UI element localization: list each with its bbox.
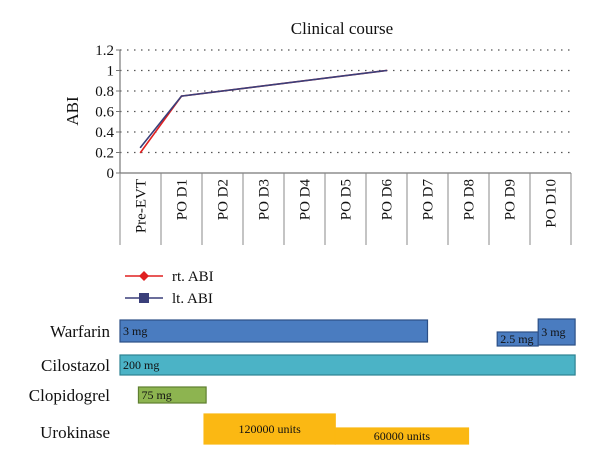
legend-marker-diamond (139, 271, 149, 281)
dose-label: 120000 units (238, 422, 301, 436)
data-point (385, 69, 388, 72)
x-tick-label: PO D10 (544, 179, 560, 228)
x-tick-label: PO D3 (257, 179, 273, 220)
series-line (139, 69, 387, 148)
chart-title: Clinical course (291, 19, 393, 38)
gridlines (120, 49, 571, 154)
y-tick-label: 0.6 (95, 105, 114, 121)
data-point (180, 95, 183, 97)
medication-timeline: Warfarin 3 mg 2.5 mg 3 mg Cilostazol 200 mg Cl… (29, 318, 576, 445)
series-group (139, 69, 388, 154)
y-tick-label: 0.8 (95, 84, 114, 100)
y-tick-label: 1 (107, 64, 115, 80)
medication-name: Warfarin (50, 322, 110, 341)
legend-label: lt. ABI (172, 291, 213, 307)
y-tick-label: 0 (107, 166, 115, 182)
x-tick-labels: Pre-EVT PO D1 PO D2 PO D3 PO D4 PO D5 PO D6 PO … (134, 179, 560, 234)
dose-label: 3 mg (123, 324, 147, 338)
x-tick-label: PO D7 (421, 179, 437, 221)
medication-bar (137, 386, 207, 404)
x-tick-label: Pre-EVT (134, 179, 150, 233)
medication-bar (334, 427, 470, 445)
dose-label: 2.5 mg (500, 332, 533, 346)
medication-name: Clopidogrel (29, 386, 110, 405)
medication-name: Urokinase (40, 423, 110, 442)
y-axis-label: ABI (63, 96, 82, 126)
y-tick-label: 0.2 (95, 146, 114, 162)
y-tick-label: 1.2 (95, 43, 114, 59)
medication-name: Cilostazol (41, 356, 110, 375)
x-tick-label: PO D5 (339, 179, 355, 220)
dose-label: 200 mg (123, 358, 159, 372)
x-tick-label: PO D2 (216, 179, 232, 220)
x-tick-label: PO D9 (503, 179, 519, 220)
legend: rt. ABI lt. ABI (125, 269, 214, 307)
medication-bar (119, 354, 576, 376)
dose-label: 3 mg (541, 325, 565, 339)
dose-label: 75 mg (141, 388, 171, 402)
legend-label: rt. ABI (172, 269, 214, 285)
medication-bar (537, 318, 576, 346)
x-tick-label: PO D1 (175, 179, 191, 220)
y-tick-labels: 0 0.2 0.4 0.6 0.8 1 1.2 (95, 43, 114, 182)
dose-label: 60000 units (374, 429, 431, 443)
x-tick-label: PO D6 (380, 179, 396, 221)
axes (116, 49, 572, 245)
legend-marker-square (139, 293, 149, 303)
data-point (139, 151, 142, 154)
x-tick-label: PO D4 (298, 179, 314, 221)
medication-bar (119, 319, 429, 343)
y-tick-label: 0.4 (95, 125, 114, 141)
data-point (139, 146, 142, 149)
x-tick-label: PO D8 (462, 179, 478, 220)
medication-bar (203, 413, 336, 445)
